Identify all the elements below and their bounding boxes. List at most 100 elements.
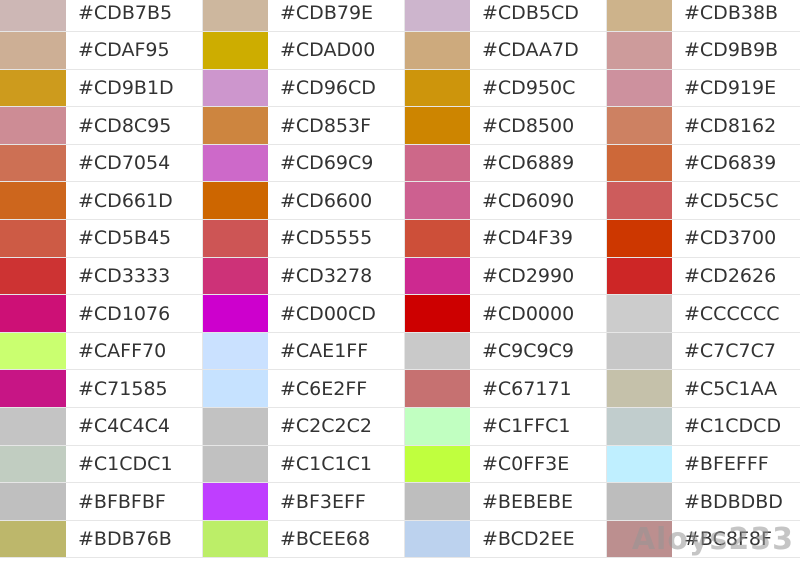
color-code: #CDB7B5 [66, 0, 203, 33]
color-row: #BFBFBF #BF3EFF #BEBEBE #BDBDBD [0, 482, 800, 521]
color-code: #BDBDBD [672, 482, 800, 521]
color-swatch [202, 219, 268, 258]
color-code: #CD4F39 [470, 219, 607, 258]
color-swatch [404, 294, 470, 333]
color-code: #CAFF70 [66, 332, 203, 371]
color-row: #C71585 #C6E2FF #C67171 #C5C1AA [0, 369, 800, 409]
color-code: #C2C2C2 [268, 407, 405, 446]
color-code: #CD3333 [66, 257, 203, 296]
color-swatch [0, 69, 66, 108]
color-swatch [0, 332, 66, 371]
color-row: #C4C4C4 #C2C2C2 #C1FFC1 #C1CDCD [0, 407, 800, 446]
color-code: #C4C4C4 [66, 407, 203, 446]
color-swatch [202, 69, 268, 108]
color-swatch [404, 257, 470, 296]
color-code: #C67171 [470, 369, 607, 409]
color-swatch [606, 520, 672, 559]
color-swatch [0, 257, 66, 296]
color-code: #C1C1C1 [268, 445, 405, 484]
color-swatch [404, 69, 470, 108]
color-code: #CDAA7D [470, 31, 607, 70]
color-swatch [404, 31, 470, 70]
color-code: #CD2626 [672, 257, 800, 296]
color-code: #CDB38B [672, 0, 800, 33]
color-swatch [404, 482, 470, 521]
color-code: #CD00CD [268, 294, 405, 333]
color-swatch [606, 407, 672, 446]
color-swatch [0, 144, 66, 183]
color-swatch [0, 31, 66, 70]
color-code: #CDAF95 [66, 31, 203, 70]
color-swatch [606, 294, 672, 333]
color-row: #CD7054 #CD69C9 #CD6889 #CD6839 [0, 144, 800, 183]
color-code: #CD3278 [268, 257, 405, 296]
color-row: #C1CDC1 #C1C1C1 #C0FF3E #BFEFFF [0, 445, 800, 484]
color-code: #CCCCCC [672, 294, 800, 333]
color-swatch [202, 407, 268, 446]
color-row: #CDAF95 #CDAD00 #CDAA7D #CD9B9B [0, 31, 800, 70]
color-swatch [404, 181, 470, 221]
color-swatch [0, 445, 66, 484]
color-swatch [0, 482, 66, 521]
color-code: #BF3EFF [268, 482, 405, 521]
color-code: #C1FFC1 [470, 407, 607, 446]
color-code: #CD950C [470, 69, 607, 108]
color-code: #CD661D [66, 181, 203, 221]
color-swatch [202, 257, 268, 296]
color-row: #CAFF70 #CAE1FF #C9C9C9 #C7C7C7 [0, 332, 800, 371]
color-code: #CD6090 [470, 181, 607, 221]
color-swatch [404, 369, 470, 409]
color-swatch [202, 31, 268, 70]
color-code: #C1CDCD [672, 407, 800, 446]
color-code: #BEBEBE [470, 482, 607, 521]
color-swatch [404, 219, 470, 258]
color-swatch [0, 369, 66, 409]
color-code: #C1CDC1 [66, 445, 203, 484]
color-code: #CD5B45 [66, 219, 203, 258]
color-code: #CD6839 [672, 144, 800, 183]
color-code: #CD8162 [672, 106, 800, 145]
color-swatch [0, 294, 66, 333]
color-swatch [202, 482, 268, 521]
color-swatch [606, 106, 672, 145]
color-row: #CD1076 #CD00CD #CD0000 #CCCCCC [0, 294, 800, 333]
color-code: #CDB79E [268, 0, 405, 33]
color-row: #CDB7B5 #CDB79E #CDB5CD #CDB38B [0, 0, 800, 33]
color-row: #BDB76B #BCEE68 #BCD2EE #BC8F8F [0, 520, 800, 559]
color-swatch [0, 181, 66, 221]
color-code: #CD9B1D [66, 69, 203, 108]
color-code: #BFEFFF [672, 445, 800, 484]
color-code: #CD6889 [470, 144, 607, 183]
color-code: #C7C7C7 [672, 332, 800, 371]
color-code: #C0FF3E [470, 445, 607, 484]
color-code: #CD9B9B [672, 31, 800, 70]
color-row: #CD5B45 #CD5555 #CD4F39 #CD3700 [0, 219, 800, 258]
color-code: #C5C1AA [672, 369, 800, 409]
color-code: #C9C9C9 [470, 332, 607, 371]
color-swatch [606, 31, 672, 70]
color-swatch [606, 69, 672, 108]
color-code: #CD8500 [470, 106, 607, 145]
color-code: #CAE1FF [268, 332, 405, 371]
color-swatch [0, 219, 66, 258]
color-code: #C71585 [66, 369, 203, 409]
color-swatch [0, 407, 66, 446]
color-swatch [202, 294, 268, 333]
color-row: #CD661D #CD6600 #CD6090 #CD5C5C [0, 181, 800, 221]
color-code: #CD6600 [268, 181, 405, 221]
color-code: #BC8F8F [672, 520, 800, 559]
color-swatch [606, 219, 672, 258]
color-code: #CD0000 [470, 294, 607, 333]
color-row: #CD3333 #CD3278 #CD2990 #CD2626 [0, 257, 800, 296]
color-code: #CD96CD [268, 69, 405, 108]
color-code: #CD3700 [672, 219, 800, 258]
color-swatch [0, 106, 66, 145]
color-swatch [202, 106, 268, 145]
color-swatch [606, 445, 672, 484]
color-swatch [202, 181, 268, 221]
color-swatch [404, 445, 470, 484]
color-code: #C6E2FF [268, 369, 405, 409]
color-code: #CD8C95 [66, 106, 203, 145]
